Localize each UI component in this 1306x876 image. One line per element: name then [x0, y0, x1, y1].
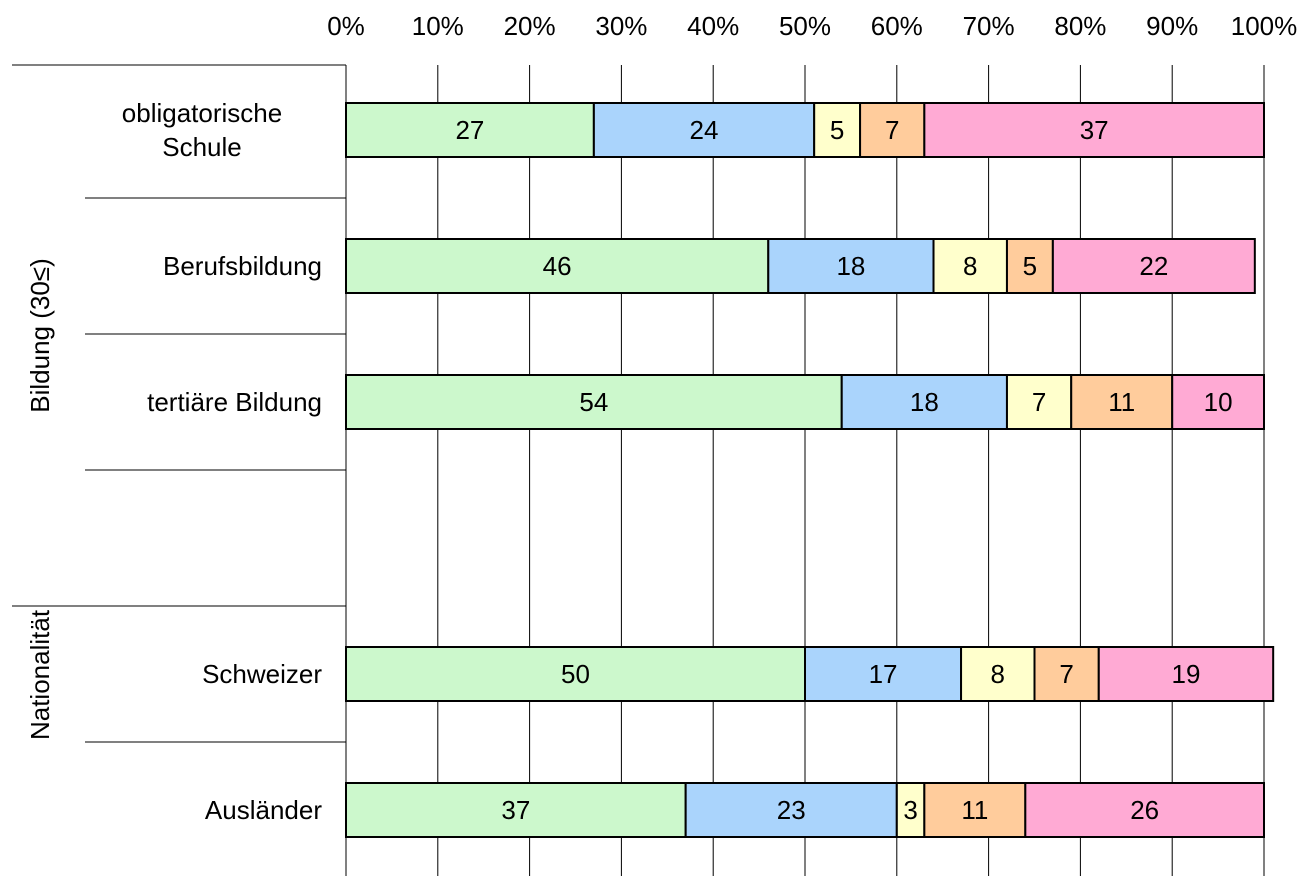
- data-label: 50: [561, 659, 590, 689]
- category-label: tertiäre Bildung: [147, 387, 322, 417]
- bar-segment: [767, 238, 935, 294]
- bar-segment: [1171, 374, 1265, 430]
- bar-segment: [840, 374, 1008, 430]
- group-label: Nationalität: [25, 609, 55, 740]
- data-label: 18: [910, 387, 939, 417]
- data-label: 37: [501, 795, 530, 825]
- data-label: 18: [836, 251, 865, 281]
- bar-segment: [1005, 238, 1054, 294]
- bar-segment: [592, 102, 816, 158]
- bar-segment: [1024, 782, 1265, 838]
- x-tick-label: 0%: [327, 11, 365, 41]
- data-label: 5: [830, 115, 844, 145]
- x-tick-label: 10%: [412, 11, 464, 41]
- data-label: 11: [1108, 387, 1135, 417]
- data-label: 3: [903, 795, 917, 825]
- bar-segment: [813, 102, 862, 158]
- bar-segment: [895, 782, 926, 838]
- category-label: obligatorische Schule: [121, 98, 283, 162]
- x-tick-label: 20%: [504, 11, 556, 41]
- data-label: 8: [963, 251, 977, 281]
- x-tick-label: 100%: [1231, 11, 1298, 41]
- data-label: 26: [1130, 795, 1159, 825]
- category-label: Berufsbildung: [163, 251, 322, 281]
- data-label: 7: [1059, 659, 1073, 689]
- data-label: 8: [991, 659, 1005, 689]
- x-tick-label: 80%: [1054, 11, 1106, 41]
- data-label: 46: [543, 251, 572, 281]
- bar-segment: [932, 238, 1008, 294]
- bar-segment: [859, 102, 926, 158]
- data-label: 54: [579, 387, 608, 417]
- data-label: 11: [961, 795, 988, 825]
- bar-segment: [345, 102, 595, 158]
- category-label: Ausländer: [204, 795, 322, 825]
- x-tick-label: 30%: [595, 11, 647, 41]
- x-tick-label: 50%: [779, 11, 831, 41]
- x-tick-label: 40%: [687, 11, 739, 41]
- bar-segment: [1051, 238, 1256, 294]
- bar-segment: [804, 646, 963, 702]
- category-label: Schweizer: [202, 659, 322, 689]
- x-tick-label: 70%: [963, 11, 1015, 41]
- bar-segment: [1097, 646, 1275, 702]
- bar-segment: [345, 374, 843, 430]
- data-label: 27: [455, 115, 484, 145]
- bar-segment: [1070, 374, 1174, 430]
- bar-segment: [1033, 646, 1100, 702]
- bar-segment: [923, 102, 1266, 158]
- bar-segment: [923, 782, 1027, 838]
- bar-segment: [684, 782, 898, 838]
- bar-segment: [345, 646, 806, 702]
- x-tick-label: 60%: [871, 11, 923, 41]
- x-tick-label: 90%: [1146, 11, 1198, 41]
- data-label: 24: [690, 115, 719, 145]
- data-label: 10: [1204, 387, 1233, 417]
- data-label: 7: [1032, 387, 1046, 417]
- data-label: 17: [869, 659, 898, 689]
- data-label: 37: [1080, 115, 1109, 145]
- data-label: 19: [1172, 659, 1201, 689]
- group-label: Bildung (30≤): [25, 258, 55, 412]
- data-label: 7: [885, 115, 899, 145]
- data-label: 23: [777, 795, 806, 825]
- data-label: 22: [1139, 251, 1168, 281]
- data-label: 5: [1023, 251, 1037, 281]
